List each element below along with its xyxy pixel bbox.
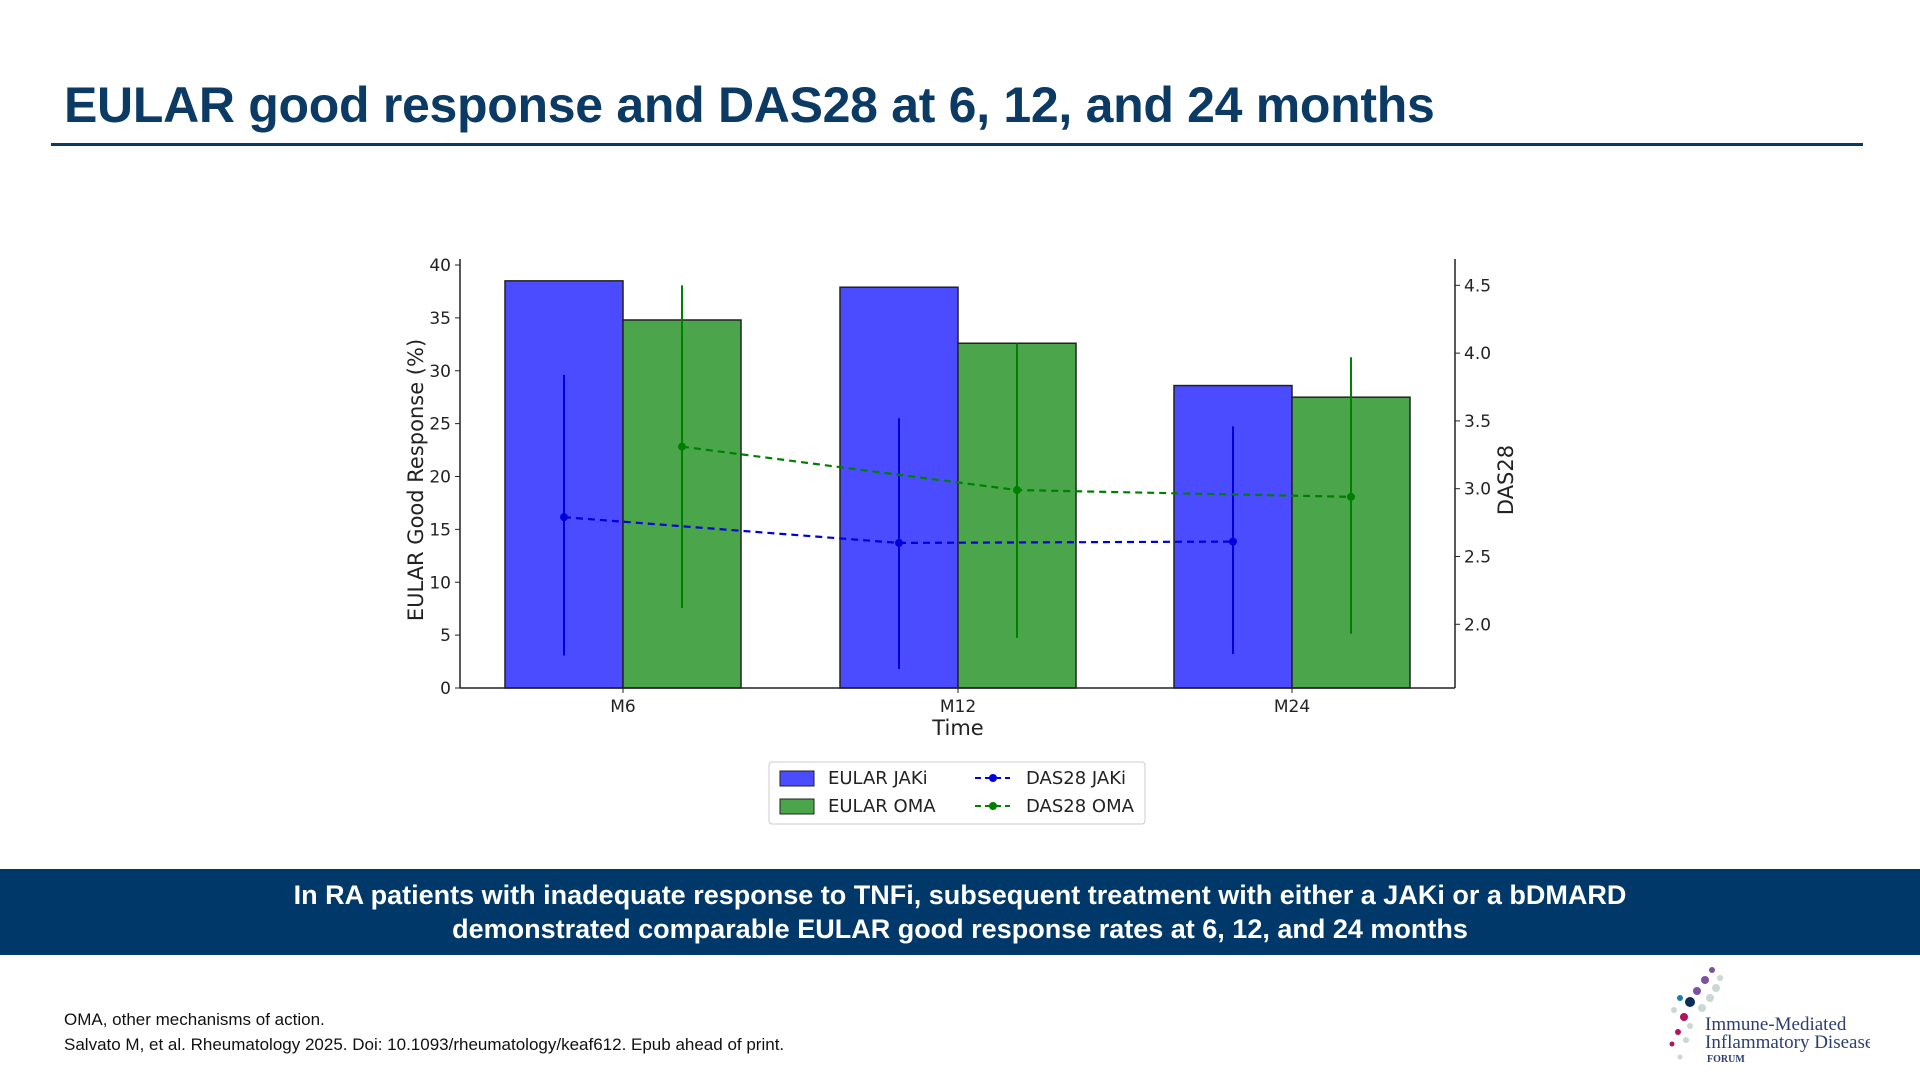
legend-label-das28-oma: DAS28 OMA <box>1026 796 1135 817</box>
y2-axis-label: DAS28 <box>1494 445 1518 515</box>
y2-tick-label: 4.5 <box>1464 276 1491 296</box>
y2-tick-label: 2.0 <box>1464 615 1491 635</box>
y2-tick-label: 3.5 <box>1464 412 1491 432</box>
y-tick-label: 0 <box>440 679 451 699</box>
y2-tick-label: 2.5 <box>1464 547 1491 567</box>
banner-line-2: demonstrated comparable EULAR good respo… <box>452 914 1468 944</box>
y-tick-label: 5 <box>440 626 451 646</box>
legend: EULAR JAKi EULAR OMA DAS28 JAKi DAS28 OM… <box>768 761 1146 825</box>
legend-swatch-eular-oma <box>779 798 815 815</box>
svg-text:Inflammatory Disease: Inflammatory Disease <box>1705 1032 1870 1053</box>
footnote-reference: Salvato M, et al. Rheumatology 2025. Doi… <box>64 1035 785 1054</box>
point-das28-oma-m24 <box>1347 492 1355 501</box>
y-tick-label: 35 <box>429 309 451 329</box>
footnote-abbreviation: OMA, other mechanisms of action. <box>64 1010 325 1029</box>
y-tick-label: 15 <box>429 520 451 540</box>
slide-title: EULAR good response and DAS28 at 6, 12, … <box>64 77 1435 133</box>
legend-label-das28-jaki: DAS28 JAKi <box>1026 768 1126 789</box>
point-das28-jaki-m6 <box>560 513 568 522</box>
title-divider <box>51 143 1863 146</box>
y-tick-label: 40 <box>429 256 451 276</box>
y-axis-label: EULAR Good Response (%) <box>404 339 428 621</box>
y-tick-label: 25 <box>429 415 451 435</box>
y2-tick-label: 3.0 <box>1464 480 1491 500</box>
logo-dots-icon <box>1669 967 1723 1060</box>
point-das28-jaki-m24 <box>1229 537 1237 546</box>
chart: 0 5 10 15 20 25 30 35 40 2.0 2.5 3.0 3.5 4.0 4.5 M6 M12 M… <box>404 256 1518 825</box>
svg-text:FORUM: FORUM <box>1707 1054 1745 1065</box>
y2-tick-label: 4.0 <box>1464 344 1491 364</box>
line-das28-jaki <box>563 516 1234 545</box>
point-das28-jaki-m12 <box>895 538 903 547</box>
y-tick-label: 20 <box>429 468 451 488</box>
x-axis-label: Time <box>931 716 983 740</box>
x-tick-label: M12 <box>940 697 976 717</box>
key-finding-banner: In RA patients with inadequate response … <box>0 869 1920 955</box>
legend-label-eular-jaki: EULAR JAKi <box>828 768 928 789</box>
x-tick-label: M6 <box>610 697 635 717</box>
point-das28-oma-m12 <box>1013 486 1021 495</box>
banner-line-1: In RA patients with inadequate response … <box>293 880 1627 910</box>
legend-label-eular-oma: EULAR OMA <box>828 796 936 817</box>
point-das28-oma-m6 <box>678 442 686 451</box>
y-tick-label: 10 <box>429 573 451 593</box>
forum-logo: Immune-Mediated Inflammatory Disease FOR… <box>1669 967 1870 1065</box>
svg-text:Immune-Mediated: Immune-Mediated <box>1705 1014 1847 1035</box>
x-tick-label: M24 <box>1274 697 1310 717</box>
y-tick-label: 30 <box>429 362 451 382</box>
legend-swatch-eular-jaki <box>779 770 815 787</box>
